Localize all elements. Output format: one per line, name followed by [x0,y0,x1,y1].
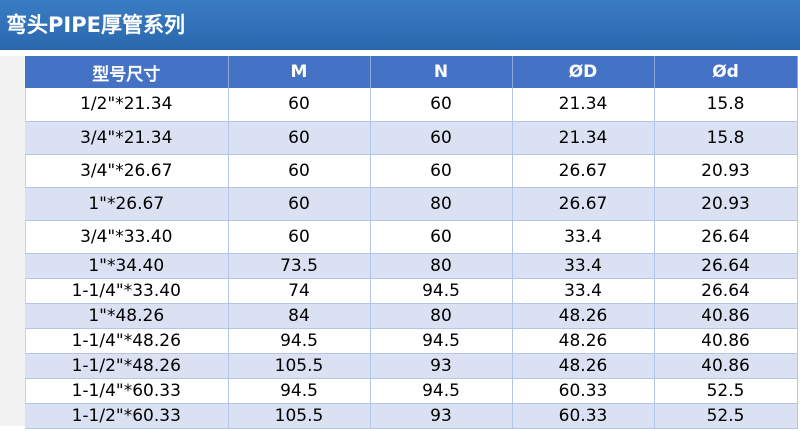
cell: 40.86 [654,328,798,354]
column-header: ØD [512,56,655,88]
table-body: 1/2"*21.34 60 60 21.34 15.8 3/4"*21.34 60 60 21.… [25,88,798,429]
cell: 3/4"*26.67 [25,154,229,188]
table-row: 1-1/4"*48.26 94.5 94.5 48.26 40.86 [25,328,798,354]
table-row: 1-1/4"*33.40 74 94.5 33.4 26.64 [25,278,798,304]
row-stub [0,56,26,426]
cell: 80 [370,253,513,279]
cell: 60 [370,88,513,122]
cell: 60 [228,187,371,221]
cell: 52.5 [654,378,798,404]
cell: 1-1/4"*48.26 [25,328,229,354]
cell: 60 [228,154,371,188]
column-header: Ød [654,56,798,88]
cell: 94.5 [370,278,513,304]
cell: 26.67 [512,187,655,221]
cell: 48.26 [512,328,655,354]
cell: 80 [370,187,513,221]
cell: 84 [228,303,371,329]
table-row: 3/4"*33.40 60 60 33.4 26.64 [25,220,798,254]
cell: 60 [228,121,371,155]
cell: 60 [370,220,513,254]
cell: 40.86 [654,303,798,329]
cell: 60 [228,88,371,122]
cell: 33.4 [512,220,655,254]
cell: 26.64 [654,253,798,279]
cell: 33.4 [512,278,655,304]
cell: 1-1/2"*48.26 [25,353,229,379]
column-header: 型号尺寸 [25,56,229,88]
cell: 15.8 [654,88,798,122]
cell: 105.5 [228,403,371,429]
table-row: 1-1/4"*60.33 94.5 94.5 60.33 52.5 [25,378,798,404]
cell: 94.5 [370,378,513,404]
cell: 33.4 [512,253,655,279]
cell: 93 [370,353,513,379]
cell: 60.33 [512,378,655,404]
cell: 94.5 [228,328,371,354]
cell: 105.5 [228,353,371,379]
cell: 48.26 [512,353,655,379]
cell: 1-1/4"*60.33 [25,378,229,404]
table-row: 1-1/2"*48.26 105.5 93 48.26 40.86 [25,353,798,379]
cell: 40.86 [654,353,798,379]
cell: 1"*26.67 [25,187,229,221]
cell: 26.64 [654,220,798,254]
cell: 1-1/4"*33.40 [25,278,229,304]
cell: 60 [228,220,371,254]
title-bar: 弯头PIPE厚管系列 [0,0,800,50]
header-row: 型号尺寸 M N ØD Ød [25,56,798,88]
table-row: 3/4"*21.34 60 60 21.34 15.8 [25,121,798,155]
cell: 60.33 [512,403,655,429]
cell: 26.67 [512,154,655,188]
column-header: N [370,56,513,88]
cell: 74 [228,278,371,304]
cell: 15.8 [654,121,798,155]
table-row: 1"*34.40 73.5 80 33.4 26.64 [25,253,798,279]
cell: 3/4"*21.34 [25,121,229,155]
table-row: 1/2"*21.34 60 60 21.34 15.8 [25,88,798,122]
column-header: M [228,56,371,88]
cell: 3/4"*33.40 [25,220,229,254]
table-row: 3/4"*26.67 60 60 26.67 20.93 [25,154,798,188]
cell: 52.5 [654,403,798,429]
cell: 80 [370,303,513,329]
cell: 21.34 [512,88,655,122]
cell: 26.64 [654,278,798,304]
table-row: 1"*48.26 84 80 48.26 40.86 [25,303,798,329]
spec-table: 型号尺寸 M N ØD Ød 1/2"*21.34 60 60 21.34 15.8 3/4"*2… [25,56,798,429]
cell: 60 [370,121,513,155]
cell: 21.34 [512,121,655,155]
cell: 20.93 [654,154,798,188]
cell: 60 [370,154,513,188]
cell: 48.26 [512,303,655,329]
cell: 94.5 [228,378,371,404]
cell: 73.5 [228,253,371,279]
cell: 1"*34.40 [25,253,229,279]
cell: 1/2"*21.34 [25,88,229,122]
cell: 20.93 [654,187,798,221]
cell: 93 [370,403,513,429]
cell: 1"*48.26 [25,303,229,329]
cell: 94.5 [370,328,513,354]
table-row: 1"*26.67 60 80 26.67 20.93 [25,187,798,221]
cell: 1-1/2"*60.33 [25,403,229,429]
table-row: 1-1/2"*60.33 105.5 93 60.33 52.5 [25,403,798,429]
